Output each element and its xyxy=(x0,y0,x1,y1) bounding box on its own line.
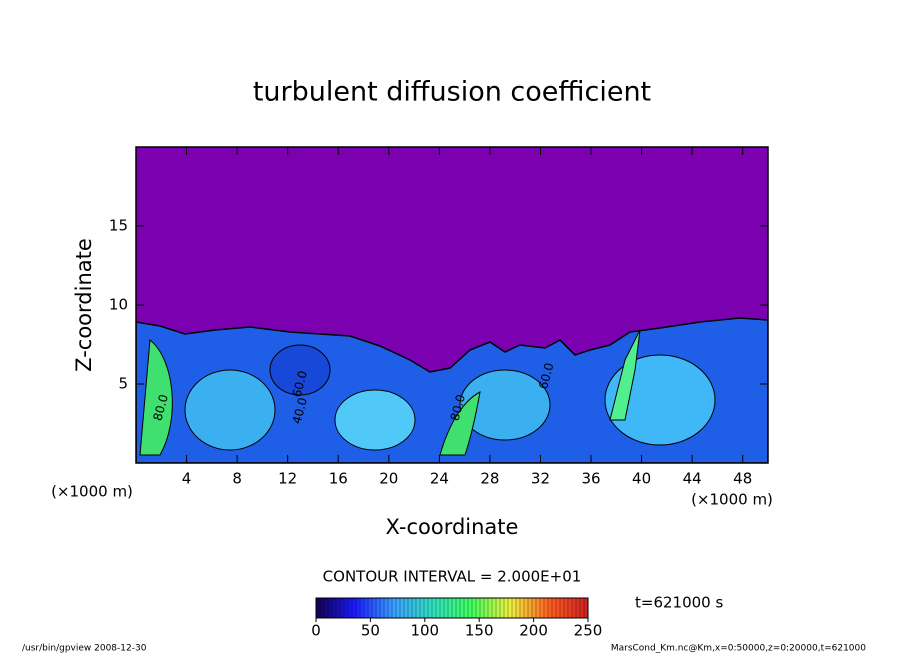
x-tick-label: 8 xyxy=(232,470,242,488)
contour-label: 80.0 xyxy=(151,393,171,422)
contour-interval: CONTOUR INTERVAL = 2.000E+01 xyxy=(323,568,582,586)
x-tick-label: 20 xyxy=(379,470,398,488)
x-tick-label: 4 xyxy=(182,470,192,488)
chart-title: turbulent diffusion coefficient xyxy=(253,77,651,108)
x-tick-label: 44 xyxy=(683,470,702,488)
colorbar-tick-label: 200 xyxy=(519,622,548,640)
x-tick-label: 48 xyxy=(733,470,752,488)
colorbar-tick-label: 150 xyxy=(465,622,494,640)
contour-label: 60.0 xyxy=(290,369,310,398)
contour-label: 60.0 xyxy=(536,361,556,390)
high-region xyxy=(439,391,481,456)
colorbar-tick-label: 100 xyxy=(410,622,439,640)
footer-left: /usr/bin/gpview 2008-12-30 xyxy=(22,644,147,654)
field xyxy=(136,147,768,463)
footer-right: MarsCond_Km.nc@Km,x=0:50000,z=0:20000,t=… xyxy=(611,644,866,654)
eddy xyxy=(269,344,331,396)
time-label: t=621000 s xyxy=(635,594,723,612)
eddy xyxy=(459,369,551,441)
colorbar-tick-label: 0 xyxy=(311,622,321,640)
high-region xyxy=(139,339,173,456)
y-tick-label: 5 xyxy=(118,375,128,393)
y-tick-label: 15 xyxy=(109,217,128,235)
colorbar-tick-label: 50 xyxy=(361,622,380,640)
x-tick-label: 36 xyxy=(581,470,600,488)
high-region xyxy=(609,329,641,421)
x-tick-label: 32 xyxy=(531,470,550,488)
x-tick-label: 16 xyxy=(329,470,348,488)
x-unit: (×1000 m) xyxy=(691,491,773,509)
x-tick-label: 24 xyxy=(430,470,449,488)
x-tick-label: 40 xyxy=(632,470,651,488)
colorbar-tick-label: 250 xyxy=(574,622,603,640)
x-tick-label: 12 xyxy=(278,470,297,488)
eddy xyxy=(334,389,416,451)
x-axis-label: X-coordinate xyxy=(386,515,519,539)
y-axis-label: Z-coordinate xyxy=(72,238,96,372)
y-unit: (×1000 m) xyxy=(51,483,133,501)
contour-label: 40.0 xyxy=(290,396,310,425)
contour-label: 80.0 xyxy=(448,393,468,422)
eddy xyxy=(184,369,276,451)
x-tick-label: 28 xyxy=(480,470,499,488)
y-tick-label: 10 xyxy=(109,296,128,314)
